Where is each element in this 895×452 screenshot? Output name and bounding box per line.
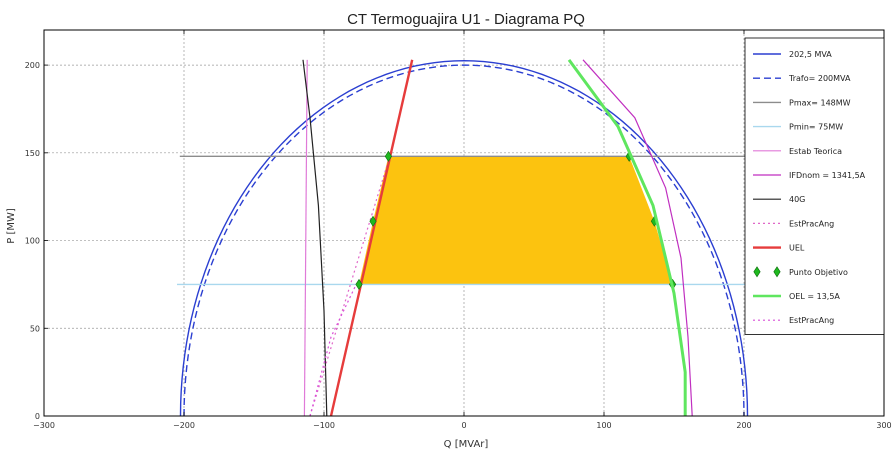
series-line xyxy=(329,59,414,417)
series-line xyxy=(567,58,687,416)
chart-legend: 202,5 MVA Trafo= 200MVA Pmax= 148MW Pmin= 7… xyxy=(744,37,885,335)
x-tick-label: 200 xyxy=(736,421,751,430)
legend-marker xyxy=(753,266,761,278)
series-line xyxy=(179,60,749,417)
data-point xyxy=(369,215,377,227)
legend-label: Punto Objetivo xyxy=(789,268,848,277)
x-tick-label: 300 xyxy=(876,421,891,430)
legend-label: Estab Teorica xyxy=(789,147,842,156)
series-line xyxy=(309,284,357,417)
legend-label: 40G xyxy=(789,195,805,204)
y-tick-label: 200 xyxy=(25,61,40,70)
data-point xyxy=(355,278,363,290)
legend-label: OEL = 13,5A xyxy=(789,292,840,301)
series-line xyxy=(183,64,745,417)
legend-label: IFDnom = 1341,5A xyxy=(789,171,866,180)
series-line xyxy=(302,59,328,417)
x-tick-label: 0 xyxy=(461,421,466,430)
y-tick-label: 100 xyxy=(25,237,40,246)
legend-label: Pmax= 148MW xyxy=(789,98,851,107)
x-tick-label: −300 xyxy=(33,421,55,430)
x-tick-label: 100 xyxy=(596,421,611,430)
y-tick-label: 150 xyxy=(25,149,40,158)
series-line xyxy=(309,156,391,417)
x-tick-label: −200 xyxy=(173,421,195,430)
x-tick-label: −100 xyxy=(313,421,335,430)
y-tick-label: 50 xyxy=(30,324,40,333)
data-point xyxy=(384,150,392,162)
legend-marker xyxy=(773,266,781,278)
y-axis-label: P [MW] xyxy=(6,208,17,244)
y-tick-label: 0 xyxy=(35,412,40,421)
legend-label: Trafo= 200MVA xyxy=(788,74,851,83)
series-line xyxy=(582,59,693,417)
legend-label: 202,5 MVA xyxy=(789,50,832,59)
legend-label: UEL xyxy=(789,244,805,253)
chart-title: CT Termoguajira U1 - Diagrama PQ xyxy=(347,11,585,28)
operating-region xyxy=(359,156,673,285)
legend-box xyxy=(744,37,885,335)
legend-label: Pmin= 75MW xyxy=(789,123,843,132)
legend-label: EstPracAng xyxy=(789,219,834,228)
series-line xyxy=(303,59,308,417)
x-axis-label: Q [MVAr] xyxy=(444,439,489,450)
legend-label: EstPracAng xyxy=(789,316,834,325)
